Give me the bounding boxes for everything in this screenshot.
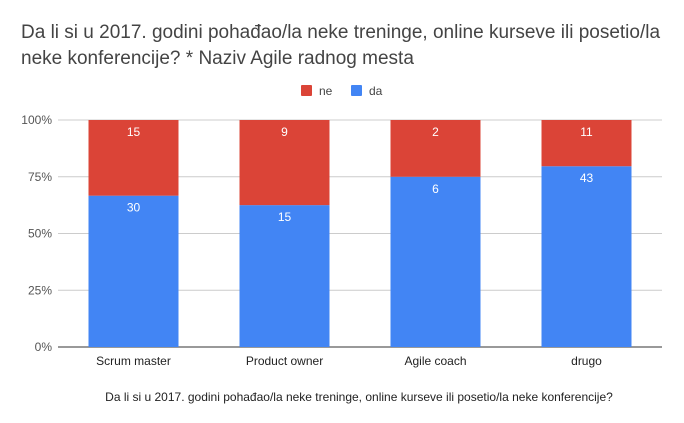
legend: ne da bbox=[301, 84, 383, 98]
x-axis-label: Da li si u 2017. godini pohađao/la neke … bbox=[105, 390, 613, 404]
legend-label-ne: ne bbox=[319, 84, 333, 98]
data-label: 11 bbox=[580, 125, 593, 139]
y-tick-label: 0% bbox=[35, 340, 53, 354]
bar-da bbox=[541, 166, 632, 347]
y-axis-ticks: 0% 25% 50% 75% 100% bbox=[21, 113, 52, 354]
bar-da bbox=[88, 195, 179, 347]
data-label: 6 bbox=[432, 182, 439, 196]
legend-swatch-ne bbox=[301, 85, 312, 96]
bar-ne bbox=[541, 120, 632, 167]
bar-da bbox=[239, 205, 330, 347]
legend-swatch-da bbox=[351, 85, 362, 96]
y-tick-label: 75% bbox=[28, 170, 52, 184]
bar-ne bbox=[88, 120, 179, 196]
category-label: drugo bbox=[571, 354, 602, 368]
data-label: 15 bbox=[127, 125, 141, 139]
x-axis-categories: Scrum master Product owner Agile coach drug… bbox=[96, 354, 602, 368]
bar-ne bbox=[239, 120, 330, 206]
data-label: 2 bbox=[432, 125, 439, 139]
y-tick-label: 100% bbox=[21, 113, 52, 127]
category-label: Scrum master bbox=[96, 354, 171, 368]
bar-da bbox=[390, 176, 481, 347]
bar-ne bbox=[390, 120, 481, 177]
data-label: 9 bbox=[281, 125, 288, 139]
category-label: Agile coach bbox=[404, 354, 466, 368]
data-label: 30 bbox=[127, 201, 141, 215]
data-label: 43 bbox=[580, 171, 594, 185]
data-label: 15 bbox=[278, 210, 292, 224]
bars: 30 15 15 9 6 2 43 11 bbox=[88, 120, 632, 347]
category-label: Product owner bbox=[246, 354, 323, 368]
chart-title: Da li si u 2017. godini pohađao/la neke … bbox=[21, 22, 661, 69]
y-tick-label: 25% bbox=[28, 283, 52, 297]
y-tick-label: 50% bbox=[28, 227, 52, 241]
legend-label-da: da bbox=[369, 84, 383, 98]
